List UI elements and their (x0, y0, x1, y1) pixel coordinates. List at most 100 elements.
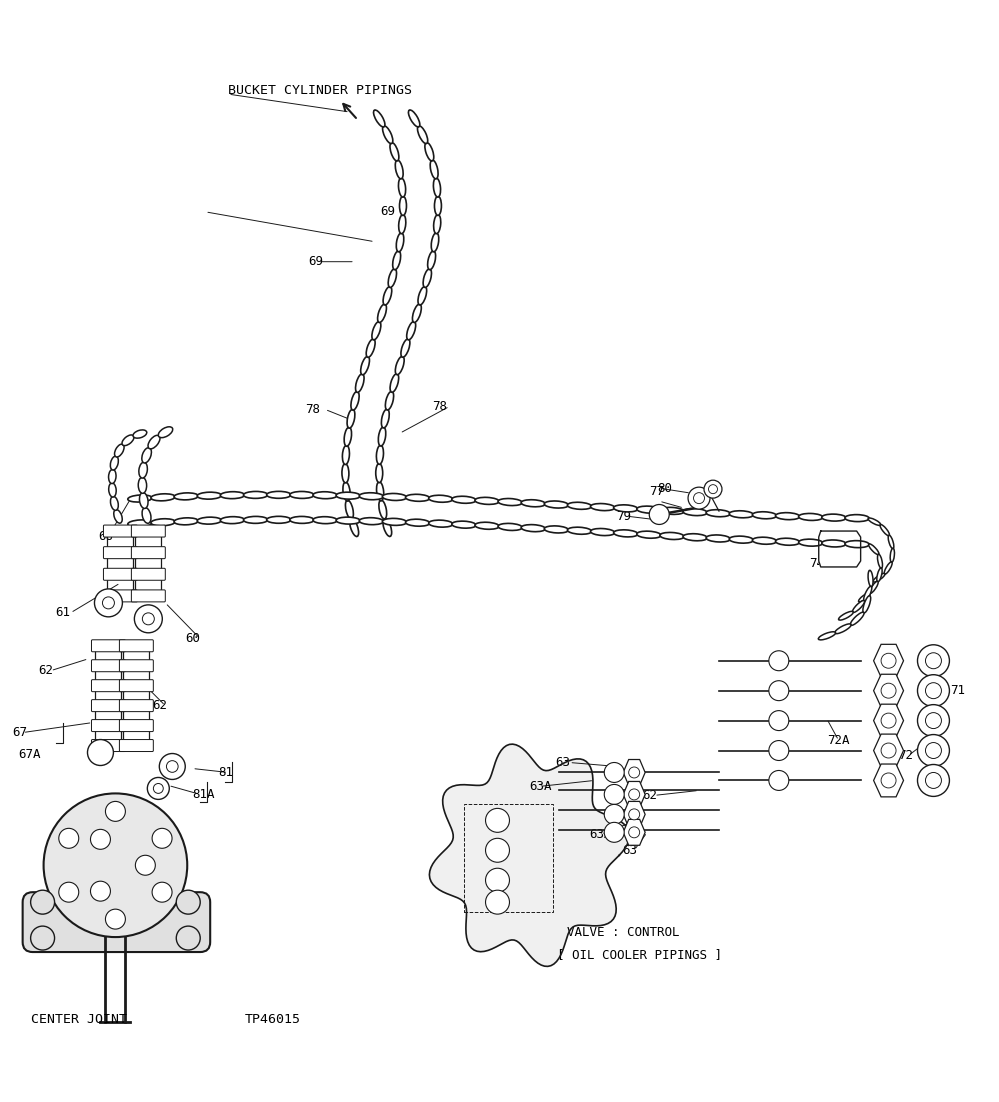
Polygon shape (873, 645, 903, 677)
Circle shape (31, 926, 55, 950)
Circle shape (159, 754, 185, 779)
Ellipse shape (798, 539, 823, 547)
Ellipse shape (379, 500, 387, 519)
FancyBboxPatch shape (104, 525, 138, 537)
Ellipse shape (424, 269, 432, 288)
Ellipse shape (174, 518, 199, 525)
Circle shape (136, 855, 155, 875)
FancyBboxPatch shape (92, 720, 126, 732)
Ellipse shape (396, 356, 405, 375)
Ellipse shape (406, 495, 430, 501)
FancyBboxPatch shape (120, 739, 153, 752)
Polygon shape (430, 744, 629, 966)
Ellipse shape (356, 374, 364, 392)
Ellipse shape (544, 501, 568, 508)
Ellipse shape (838, 612, 853, 620)
Ellipse shape (140, 493, 148, 508)
Ellipse shape (377, 482, 384, 501)
Ellipse shape (850, 613, 864, 626)
Ellipse shape (845, 515, 869, 521)
Ellipse shape (567, 503, 591, 509)
Ellipse shape (377, 445, 384, 464)
Circle shape (176, 926, 200, 950)
Circle shape (925, 743, 941, 758)
Polygon shape (623, 781, 645, 808)
Ellipse shape (868, 518, 881, 526)
Ellipse shape (109, 483, 116, 497)
Text: 78: 78 (432, 400, 447, 413)
Ellipse shape (383, 126, 393, 143)
Circle shape (604, 804, 624, 824)
Ellipse shape (372, 322, 381, 339)
Circle shape (693, 493, 704, 504)
Ellipse shape (613, 530, 638, 537)
Circle shape (486, 868, 509, 893)
Ellipse shape (418, 287, 427, 305)
Text: 62: 62 (152, 699, 167, 712)
Circle shape (769, 681, 789, 701)
Ellipse shape (336, 517, 361, 525)
Ellipse shape (361, 356, 370, 375)
Ellipse shape (868, 571, 873, 586)
Ellipse shape (822, 540, 846, 547)
Ellipse shape (389, 269, 397, 288)
Text: 81A: 81A (192, 788, 215, 801)
Ellipse shape (873, 573, 885, 582)
Text: 78: 78 (305, 403, 320, 415)
Polygon shape (623, 820, 645, 845)
Text: VALVE : CONTROL: VALVE : CONTROL (567, 926, 680, 939)
Text: 63: 63 (622, 844, 637, 856)
Ellipse shape (429, 495, 453, 503)
Text: 60: 60 (185, 633, 200, 646)
Text: TP46015: TP46015 (245, 1014, 301, 1026)
Ellipse shape (197, 493, 222, 499)
Circle shape (152, 883, 172, 903)
Ellipse shape (390, 142, 399, 161)
Circle shape (59, 829, 79, 849)
Ellipse shape (752, 511, 776, 519)
Ellipse shape (434, 177, 441, 197)
Circle shape (917, 674, 949, 706)
Ellipse shape (884, 562, 892, 574)
Circle shape (95, 588, 123, 617)
Ellipse shape (775, 512, 800, 520)
Ellipse shape (544, 526, 568, 533)
Text: BUCKET CYLINDER PIPINGS: BUCKET CYLINDER PIPINGS (228, 84, 413, 97)
Circle shape (604, 785, 624, 804)
Text: 80: 80 (657, 482, 672, 495)
Text: 61: 61 (56, 606, 71, 619)
Ellipse shape (378, 304, 387, 323)
Circle shape (628, 826, 639, 838)
Circle shape (628, 789, 639, 800)
Ellipse shape (590, 529, 614, 536)
Ellipse shape (367, 339, 375, 357)
Circle shape (917, 735, 949, 767)
Circle shape (628, 809, 639, 820)
Ellipse shape (499, 523, 522, 530)
Ellipse shape (858, 593, 870, 602)
Ellipse shape (798, 514, 823, 520)
Circle shape (881, 773, 896, 788)
Ellipse shape (383, 518, 407, 526)
Ellipse shape (399, 215, 406, 234)
Ellipse shape (122, 435, 134, 445)
Ellipse shape (863, 596, 871, 613)
Ellipse shape (379, 426, 386, 446)
Ellipse shape (151, 519, 175, 526)
Ellipse shape (890, 549, 894, 562)
Ellipse shape (418, 126, 428, 143)
Circle shape (135, 605, 162, 633)
Ellipse shape (877, 554, 882, 569)
Ellipse shape (636, 506, 661, 514)
Ellipse shape (382, 409, 390, 428)
Ellipse shape (399, 177, 406, 197)
Circle shape (91, 882, 111, 901)
FancyBboxPatch shape (92, 680, 126, 692)
Ellipse shape (390, 374, 399, 392)
Ellipse shape (197, 517, 222, 525)
Ellipse shape (435, 196, 442, 215)
Circle shape (769, 770, 789, 790)
Ellipse shape (397, 233, 404, 252)
Circle shape (486, 890, 509, 915)
Ellipse shape (244, 491, 268, 498)
